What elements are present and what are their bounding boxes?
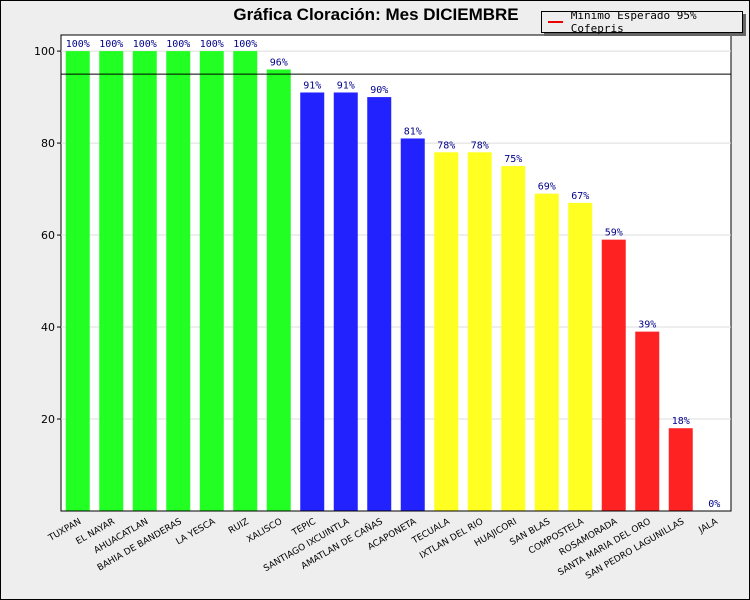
data-label: 100%: [233, 39, 257, 50]
bar: [266, 69, 291, 512]
bar: [300, 92, 325, 512]
y-tick-label: 80: [41, 137, 55, 150]
bar: [199, 51, 224, 511]
data-label: 18%: [672, 416, 690, 427]
bar: [534, 193, 559, 511]
data-label: 39%: [638, 320, 656, 331]
x-tick-label: JALA: [697, 517, 721, 537]
bar: [568, 202, 593, 511]
data-label: 91%: [303, 80, 321, 91]
bar: [501, 166, 526, 512]
bar: [668, 428, 693, 511]
bar: [99, 51, 124, 511]
data-label: 100%: [99, 39, 123, 50]
data-label: 75%: [504, 154, 522, 165]
data-label: 81%: [404, 126, 422, 137]
y-tick-label: 40: [41, 321, 55, 334]
data-label: 90%: [370, 85, 388, 96]
data-label: 78%: [437, 140, 455, 151]
y-tick-label: 100: [34, 45, 55, 58]
data-label: 91%: [337, 80, 355, 91]
data-label: 100%: [166, 39, 190, 50]
data-label: 69%: [538, 182, 556, 193]
legend-label: Minimo Esperado 95% Cofepris: [570, 9, 697, 35]
bar: [333, 92, 358, 512]
legend-swatch: [548, 21, 563, 23]
x-tick-label: XALISCO: [245, 517, 284, 545]
data-label: 0%: [708, 499, 720, 510]
bar: [467, 152, 492, 511]
data-label: 100%: [133, 39, 157, 50]
data-label: 67%: [571, 191, 589, 202]
y-tick-label: 60: [41, 229, 55, 242]
bar: [635, 331, 660, 511]
plot-background: [60, 34, 732, 512]
data-label: 59%: [605, 228, 623, 239]
y-tick-label: 20: [41, 413, 55, 426]
bar: [434, 152, 459, 511]
legend: Minimo Esperado 95% Cofepris: [541, 9, 743, 35]
bar: [132, 51, 157, 511]
data-label: 100%: [66, 39, 90, 50]
bar: [233, 51, 258, 511]
chart-title: Gráfica Cloración: Mes DICIEMBRE: [233, 5, 519, 24]
data-label: 78%: [471, 140, 489, 151]
bar: [367, 97, 392, 511]
x-tick-label: RUIZ: [227, 517, 251, 536]
bar: [166, 51, 191, 511]
bar: [65, 51, 90, 511]
bar: [601, 239, 626, 512]
data-label: 96%: [270, 57, 288, 68]
data-label: 100%: [200, 39, 224, 50]
bar: [400, 138, 425, 511]
